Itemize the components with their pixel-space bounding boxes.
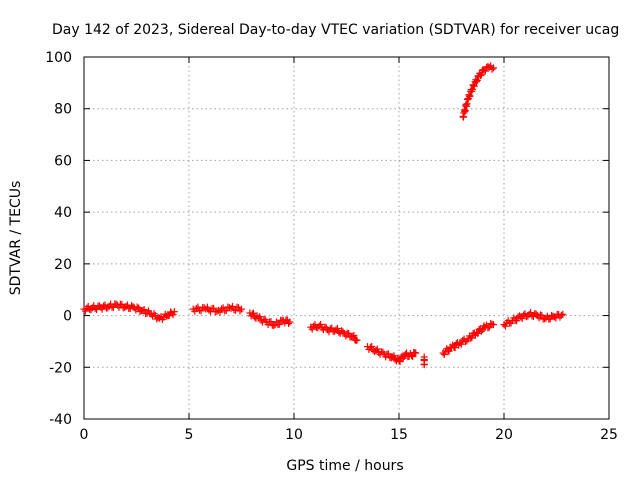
data-point [534,311,549,323]
data-point [122,301,137,313]
y-tick-label: 80 [54,102,72,118]
data-segment [500,309,567,330]
x-axis-label: GPS time / hours [286,458,403,474]
x-tick-label: 15 [390,427,408,443]
data-segment [189,302,245,316]
data-point [412,349,420,357]
x-tick-label: 0 [80,427,89,443]
data-segment [307,320,361,344]
y-tick-label: -40 [49,412,72,428]
data-segment [246,309,294,330]
axis-ticks: 0 5 10 15 20 25 -40 -20 0 20 40 60 80 100 [45,50,618,443]
data-point [500,317,515,330]
chart-title: Day 142 of 2023, Sidereal Day-to-day VTE… [52,22,619,38]
data-point [189,303,208,315]
data-point [389,352,402,365]
data-point [164,308,177,320]
data-point [263,318,278,330]
plot-frame [83,56,610,420]
data-segment [364,343,420,366]
data-point [542,311,557,323]
data-point [420,353,428,368]
data-point [227,302,244,315]
x-tick-label: 25 [600,427,618,443]
data-point [490,64,497,72]
grid-lines [84,57,609,419]
y-tick-label: 100 [45,50,72,66]
y-tick-label: 0 [63,309,72,325]
data-point [238,305,245,313]
y-tick-label: -20 [49,360,72,376]
y-tick-label: 20 [54,257,72,273]
data-point [490,321,497,329]
data-point [340,329,355,341]
data-point [105,300,120,311]
x-tick-label: 10 [285,427,303,443]
data-point [550,310,565,322]
data-segment [420,353,428,369]
x-tick-label: 20 [495,427,513,443]
data-point [353,336,361,344]
data-segment [80,300,178,323]
data-point [559,310,567,318]
data-point [286,318,294,326]
data-point [420,361,428,369]
data-segment [439,320,497,359]
data-point [202,303,221,316]
y-tick-label: 40 [54,205,72,221]
data-series [80,62,567,369]
data-segment [459,62,497,121]
data-point [170,308,178,316]
data-point [214,303,233,316]
y-axis-label: SDTVAR / TECUs [8,181,24,296]
data-point [459,95,472,121]
x-tick-label: 5 [185,427,194,443]
data-point [139,306,154,318]
data-point [480,62,492,75]
y-tick-label: 60 [54,153,72,169]
